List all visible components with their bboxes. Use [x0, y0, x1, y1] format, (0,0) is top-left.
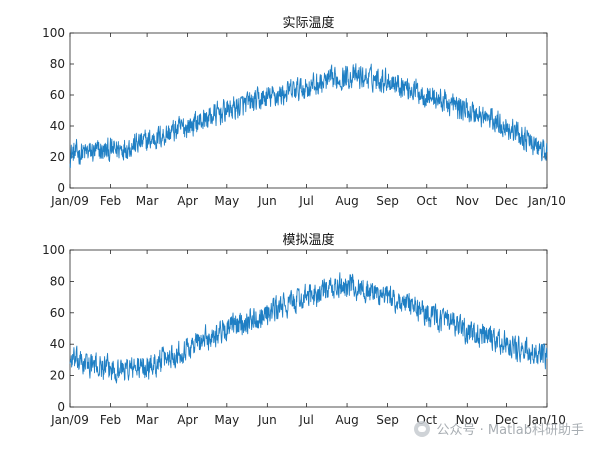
x-tick-label: Nov — [456, 413, 479, 427]
x-tick-label: Sep — [376, 194, 399, 208]
x-tick-label: Jun — [257, 413, 277, 427]
y-tick-label: 40 — [50, 119, 65, 133]
y-tick-label: 100 — [42, 243, 65, 257]
x-tick-label: Dec — [495, 194, 518, 208]
x-tick-label: Jan/10 — [527, 194, 566, 208]
x-tick-label: Dec — [495, 413, 518, 427]
x-tick-label: Jan/09 — [50, 413, 89, 427]
y-tick-label: 0 — [57, 400, 65, 414]
x-tick-label: Aug — [335, 413, 358, 427]
y-tick-label: 60 — [50, 88, 65, 102]
x-tick-label: Apr — [177, 413, 198, 427]
watermark-text: 公众号 · Matlab科研助手 — [436, 423, 584, 438]
y-tick-label: 40 — [50, 337, 65, 351]
x-tick-label: Jul — [298, 194, 313, 208]
x-tick-label: Oct — [416, 194, 437, 208]
chart-title: 模拟温度 — [282, 232, 334, 248]
x-tick-label: Aug — [335, 194, 358, 208]
chart-panel-2: 模拟温度 0 20 40 60 80 100 Jan/09 Feb Mar Apr May Jun Jul… — [42, 232, 566, 427]
x-tick-label: Jan/10 — [527, 413, 566, 427]
y-tick-label: 20 — [50, 150, 65, 164]
watermark: 公众号 · Matlab科研助手 — [414, 419, 584, 438]
x-tick-label: Nov — [456, 194, 479, 208]
x-tick-label: Jun — [257, 194, 277, 208]
y-tick-label: 20 — [50, 369, 65, 383]
series-line-1 — [69, 63, 548, 169]
series-line-1 — [69, 272, 548, 384]
x-tick-label: Apr — [177, 194, 198, 208]
x-tick-label: May — [214, 194, 239, 208]
x-tick-label: Jan/09 — [50, 194, 89, 208]
x-tick-label: May — [214, 413, 239, 427]
x-tick-label: Mar — [136, 413, 159, 427]
x-tick-label: Sep — [376, 413, 399, 427]
y-tick-label: 80 — [50, 57, 65, 71]
x-tick-label: Mar — [136, 194, 159, 208]
chart-title: 实际温度 — [282, 15, 334, 31]
x-tick-label: Feb — [100, 194, 121, 208]
chart-panel-1: 实际温度 0 20 40 60 80 100 Jan/09 Feb Mar Apr May Jun Jul… — [42, 15, 566, 208]
y-tick-label: 100 — [42, 26, 65, 40]
x-tick-label: Jul — [298, 413, 313, 427]
y-tick-label: 80 — [50, 274, 65, 288]
y-tick-label: 0 — [57, 181, 65, 195]
x-tick-label: Feb — [100, 413, 121, 427]
y-tick-label: 60 — [50, 306, 65, 320]
plot-area-box — [69, 32, 548, 189]
wechat-icon — [414, 420, 431, 437]
plot-area-box — [69, 249, 548, 408]
